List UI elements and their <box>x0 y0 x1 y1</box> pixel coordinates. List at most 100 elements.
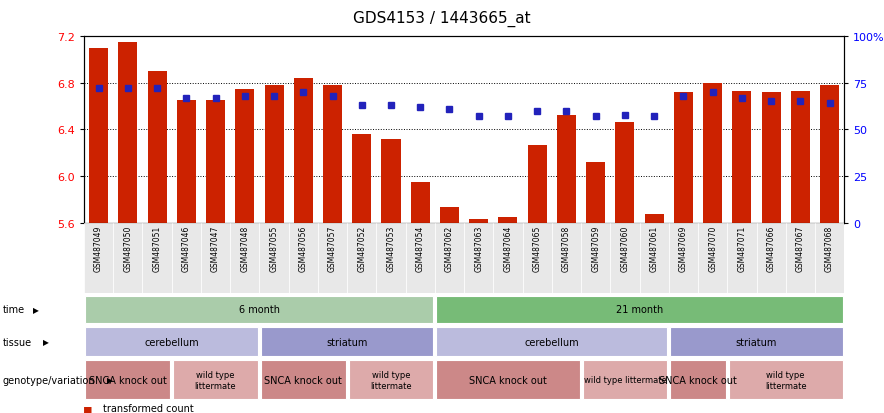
Bar <box>437 327 667 356</box>
Text: genotype/variation: genotype/variation <box>3 375 95 385</box>
Bar <box>89 49 108 223</box>
Text: SNCA knock out: SNCA knock out <box>469 375 547 385</box>
Bar <box>348 361 433 399</box>
Text: GSM487047: GSM487047 <box>211 225 220 271</box>
Text: wild type littermate: wild type littermate <box>583 375 667 385</box>
Bar <box>201 223 230 293</box>
Bar <box>644 215 664 223</box>
Text: GSM487057: GSM487057 <box>328 225 337 271</box>
Bar <box>293 79 313 223</box>
Text: GSM487055: GSM487055 <box>270 225 278 271</box>
Bar <box>437 361 580 399</box>
Bar <box>762 93 781 223</box>
Text: tissue: tissue <box>3 337 32 347</box>
Text: GSM487070: GSM487070 <box>708 225 717 271</box>
Bar <box>586 163 606 223</box>
Bar <box>347 223 377 293</box>
Bar <box>230 223 259 293</box>
Bar <box>703 84 722 223</box>
Bar <box>786 223 815 293</box>
Bar <box>791 92 810 223</box>
Bar <box>261 361 346 399</box>
Text: GSM487066: GSM487066 <box>766 225 775 271</box>
Text: GSM487071: GSM487071 <box>737 225 746 271</box>
Bar <box>113 223 142 293</box>
Text: GSM487056: GSM487056 <box>299 225 308 271</box>
Bar <box>118 43 137 223</box>
Bar <box>235 90 255 223</box>
Bar <box>469 220 488 223</box>
Text: GSM487053: GSM487053 <box>386 225 395 271</box>
Bar <box>411 183 430 223</box>
Bar <box>435 223 464 293</box>
Bar <box>669 223 698 293</box>
Bar <box>615 123 635 223</box>
Text: GSM487065: GSM487065 <box>533 225 542 271</box>
Bar <box>148 72 166 223</box>
Text: ▶: ▶ <box>33 305 39 314</box>
Text: ■: ■ <box>84 403 91 413</box>
Bar <box>264 86 284 223</box>
Text: wild type
littermate: wild type littermate <box>194 370 236 389</box>
Text: striatum: striatum <box>326 337 368 347</box>
Bar <box>583 361 667 399</box>
Text: GSM487052: GSM487052 <box>357 225 366 271</box>
Bar <box>86 296 433 323</box>
Bar <box>464 223 493 293</box>
Bar <box>289 223 318 293</box>
Text: GSM487050: GSM487050 <box>124 225 133 271</box>
Bar <box>382 140 400 223</box>
Bar <box>86 361 171 399</box>
Text: cerebellum: cerebellum <box>144 337 199 347</box>
Bar <box>815 223 844 293</box>
Bar <box>318 223 347 293</box>
Text: GSM487062: GSM487062 <box>445 225 454 271</box>
Bar <box>581 223 610 293</box>
Bar <box>670 327 842 356</box>
Bar <box>86 327 258 356</box>
Text: cerebellum: cerebellum <box>524 337 579 347</box>
Text: GSM487069: GSM487069 <box>679 225 688 271</box>
Bar <box>670 361 726 399</box>
Text: 21 month: 21 month <box>616 305 663 315</box>
Bar <box>352 135 371 223</box>
Text: GSM487061: GSM487061 <box>650 225 659 271</box>
Bar <box>552 223 581 293</box>
Text: ▶: ▶ <box>43 337 50 346</box>
Text: SNCA knock out: SNCA knock out <box>89 375 167 385</box>
Text: time: time <box>3 305 25 315</box>
Bar <box>639 223 669 293</box>
Text: ▶: ▶ <box>107 375 113 385</box>
Text: SNCA knock out: SNCA knock out <box>264 375 342 385</box>
Bar <box>493 223 522 293</box>
Text: transformed count: transformed count <box>103 403 194 413</box>
Text: GSM487067: GSM487067 <box>796 225 804 271</box>
Bar <box>728 361 842 399</box>
Bar <box>406 223 435 293</box>
Bar <box>820 86 839 223</box>
Text: GSM487058: GSM487058 <box>562 225 571 271</box>
Bar <box>177 101 196 223</box>
Text: SNCA knock out: SNCA knock out <box>659 375 737 385</box>
Text: GSM487048: GSM487048 <box>240 225 249 271</box>
Text: GSM487049: GSM487049 <box>94 225 103 271</box>
Bar <box>728 223 757 293</box>
Bar <box>528 145 546 223</box>
Bar <box>698 223 728 293</box>
Text: GSM487051: GSM487051 <box>153 225 162 271</box>
Bar <box>437 296 842 323</box>
Text: wild type
littermate: wild type littermate <box>370 370 412 389</box>
Text: GSM487054: GSM487054 <box>415 225 424 271</box>
Bar <box>377 223 406 293</box>
Text: GSM487060: GSM487060 <box>621 225 629 271</box>
Text: GSM487064: GSM487064 <box>504 225 513 271</box>
Text: GSM487059: GSM487059 <box>591 225 600 271</box>
Bar <box>522 223 552 293</box>
Bar <box>440 208 459 223</box>
Text: GSM487046: GSM487046 <box>182 225 191 271</box>
Bar <box>259 223 289 293</box>
Bar <box>84 223 113 293</box>
Bar <box>674 93 693 223</box>
Text: GSM487068: GSM487068 <box>825 225 834 271</box>
Text: GSM487063: GSM487063 <box>474 225 484 271</box>
